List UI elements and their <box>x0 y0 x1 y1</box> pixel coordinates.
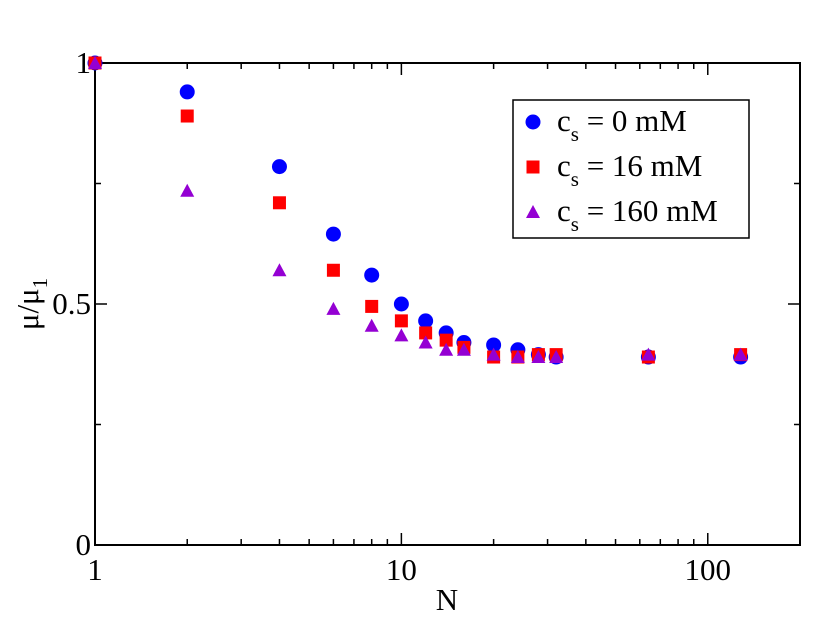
data-point-series-1-square <box>326 263 340 277</box>
data-point-series-0-circle <box>418 313 434 329</box>
data-point-series-2-triangle <box>88 56 102 69</box>
data-point-series-0-circle <box>364 267 380 283</box>
legend-label: cs = 160 mM <box>557 193 718 236</box>
legend-label-suffix: = 16 mM <box>579 148 702 183</box>
y-axis-title: μ/μ1 <box>10 278 52 330</box>
x-tick-label: 100 <box>685 552 732 587</box>
axis-ticks <box>94 62 801 546</box>
svg-text:μ/μ1: μ/μ1 <box>10 278 52 330</box>
legend-label-prefix: c <box>557 193 571 228</box>
data-point-series-1-square <box>394 314 408 328</box>
legend-label-suffix: = 160 mM <box>579 193 718 228</box>
data-point-series-1-square <box>365 299 379 313</box>
data-point-series-2-triangle <box>439 342 454 356</box>
data-point-series-2-triangle <box>418 335 433 349</box>
x-axis-title: N <box>436 582 458 617</box>
legend-marker-triangle <box>526 205 540 218</box>
data-point-series-2-triangle <box>326 301 341 315</box>
data-point-series-2-triangle <box>531 350 546 364</box>
data-point-series-2-triangle <box>510 350 525 364</box>
data-point-series-1-square <box>180 109 194 123</box>
data-point-series-1-square <box>439 333 453 347</box>
legend-marker-circle <box>525 114 541 130</box>
data-point-series-2-triangle <box>486 347 501 361</box>
axis-tick-labels: 1 10 100 0 0.5 1 <box>52 45 731 587</box>
data-point-series-2-triangle <box>272 263 287 277</box>
x-tick-label: 10 <box>386 552 417 587</box>
y-tick-label: 1 <box>76 45 92 80</box>
legend-label-prefix: c <box>557 103 571 138</box>
data-point-series-2-triangle <box>364 318 379 332</box>
legend-label: cs = 0 mM <box>557 103 687 146</box>
data-point-series-1-square <box>272 196 286 210</box>
data-point-series-0-circle <box>486 337 502 353</box>
legend-marker-square <box>526 160 540 174</box>
data-point-series-2-triangle <box>549 350 564 364</box>
data-point-series-2-triangle <box>180 183 195 197</box>
legend-label-suffix: = 0 mM <box>579 103 687 138</box>
data-point-series-0-circle <box>179 84 195 100</box>
data-point-series-2-triangle <box>641 347 656 361</box>
legend-box <box>512 99 750 239</box>
y-axis-title-main: μ/μ <box>10 288 45 330</box>
y-tick-label: 0 <box>76 527 92 562</box>
data-point-series-2-triangle <box>456 342 471 356</box>
legend-label-subscript: s <box>571 167 579 191</box>
data-point-series-0-circle <box>271 159 287 175</box>
y-tick-label: 0.5 <box>52 286 91 321</box>
legend-label-subscript: s <box>571 212 579 236</box>
y-axis-title-subscript: 1 <box>28 278 52 289</box>
legend-label: cs = 16 mM <box>557 148 702 191</box>
x-tick-label: 1 <box>87 552 103 587</box>
data-point-series-2-triangle <box>394 328 409 342</box>
data-point-series-0-circle <box>325 226 341 242</box>
data-markers <box>87 55 749 365</box>
legend-label-subscript: s <box>571 122 579 146</box>
legend-label-prefix: c <box>557 148 571 183</box>
data-point-series-2-triangle <box>733 347 748 361</box>
data-point-series-0-circle <box>393 296 409 312</box>
data-point-series-1-square <box>419 326 433 340</box>
